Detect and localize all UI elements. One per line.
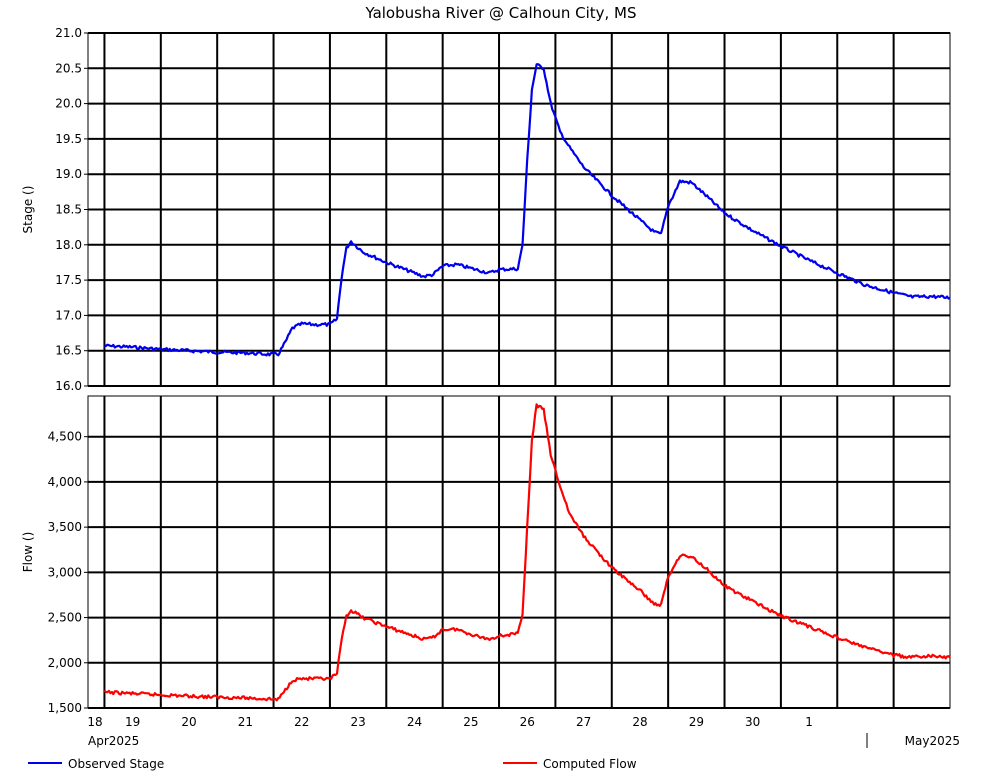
y-tick-label: 21.0 [55,26,82,40]
x-month-label: May2025 [905,734,960,748]
y-tick-label: 17.5 [55,273,82,287]
x-tick-label: 21 [238,715,253,729]
x-tick-label: 1 [805,715,813,729]
y-axis-title: Flow () [21,532,35,573]
y-tick-label: 1,500 [48,701,82,715]
x-tick-label: 28 [632,715,647,729]
x-month-label: Apr2025 [88,734,139,748]
y-tick-label: 16.5 [55,344,82,358]
series-line-computed-flow [103,403,951,702]
y-tick-label: 19.0 [55,167,82,181]
legend: Observed Stage Computed Flow [28,757,637,771]
x-tick-label: 20 [181,715,196,729]
x-tick-label: 29 [689,715,704,729]
series-line-observed-stage [104,63,951,357]
stage-panel: 16.0 16.5 17.0 17.5 18.0 18.5 19.0 19.5 20.0 20.5… [21,26,951,393]
x-tick-label: 26 [520,715,535,729]
x-tick-label: 22 [294,715,309,729]
x-tick-label: 30 [745,715,760,729]
y-tick-label: 20.5 [55,61,82,75]
y-tick-label: 16.0 [55,379,82,393]
x-tick-label: 23 [350,715,365,729]
flow-panel: 1,500 2,000 2,500 3,000 3,500 4,000 4,500 Flow … [21,395,951,715]
chart-title: Yalobusha River @ Calhoun City, MS [364,4,636,22]
y-axis-title: Stage () [21,186,35,234]
x-tick-label: 19 [125,715,140,729]
y-tick-label: 4,000 [48,475,82,489]
y-tick-label: 3,500 [48,520,82,534]
y-tick-label: 17.0 [55,308,82,322]
y-tick-label: 20.0 [55,97,82,111]
x-tick-label: 27 [576,715,591,729]
y-tick-label: 3,000 [48,565,82,579]
x-tick-label: 25 [463,715,478,729]
y-tick-label: 2,500 [48,611,82,625]
time-axis: 18 19 20 21 22 23 24 25 26 27 28 29 30 1 Apr2025 May202… [87,715,960,748]
legend-label-observed-stage: Observed Stage [68,757,164,771]
y-tick-label: 18.0 [55,238,82,252]
y-tick-label: 2,000 [48,656,82,670]
x-tick-label: 18 [87,715,102,729]
y-tick-label: 18.5 [55,203,82,217]
x-tick-label: 24 [407,715,422,729]
legend-label-computed-flow: Computed Flow [543,757,637,771]
y-tick-label: 19.5 [55,132,82,146]
y-tick-label: 4,500 [48,430,82,444]
